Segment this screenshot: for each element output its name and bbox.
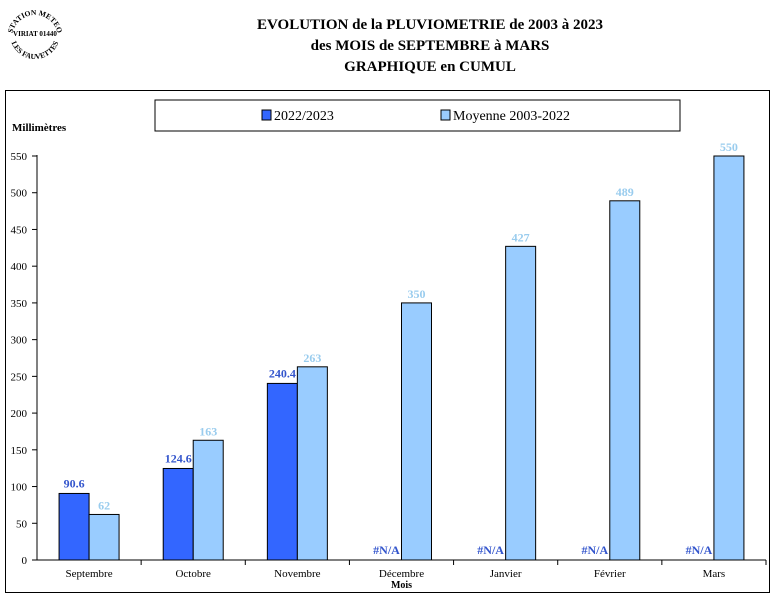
y-tick-label: 200 xyxy=(11,408,28,420)
stamp-middle-text: VIRIAT 01440 xyxy=(13,30,57,38)
x-axis-title: Mois xyxy=(391,580,412,591)
x-tick-label: Octobre xyxy=(175,568,211,580)
data-label-average: 263 xyxy=(303,351,321,365)
data-label-average: 62 xyxy=(98,498,110,512)
legend-swatch-average xyxy=(440,109,451,121)
y-axis-title: Millimètres xyxy=(12,122,67,134)
y-tick-label: 450 xyxy=(11,224,28,236)
bar-current-season xyxy=(162,467,194,561)
data-label-average: 427 xyxy=(512,230,530,244)
chart-frame xyxy=(5,90,770,593)
y-tick-label: 550 xyxy=(11,151,28,163)
chart-title-line-3: GRAPHIQUE en CUMUL xyxy=(344,59,516,75)
data-label-current: 90.6 xyxy=(64,476,85,490)
data-label-current-na: #N/A xyxy=(373,543,400,557)
legend-swatch-current xyxy=(261,109,272,121)
data-label-current-na: #N/A xyxy=(477,543,504,557)
bar-average xyxy=(505,245,537,561)
y-tick-label: 500 xyxy=(11,188,28,200)
y-tick-label: 100 xyxy=(11,482,28,494)
y-tick-label: 350 xyxy=(11,298,28,310)
chart-title-line-2: des MOIS de SEPTEMBRE à MARS xyxy=(310,38,550,54)
bar-average xyxy=(296,366,328,561)
x-tick-label: Novembre xyxy=(274,568,321,580)
bar-average xyxy=(401,302,432,561)
legend-box xyxy=(154,99,681,132)
y-tick-label: 250 xyxy=(11,371,28,383)
x-tick-label: Janvier xyxy=(490,568,522,580)
data-label-average: 550 xyxy=(720,140,738,154)
station-stamp-logo: STATION METEO VIRIAT 01440 LES FAUVETTES xyxy=(6,8,65,61)
x-tick-label: Septembre xyxy=(66,568,113,580)
legend-label-average: Moyenne 2003-2022 xyxy=(453,109,570,124)
legend-label-current: 2022/2023 xyxy=(274,109,334,124)
x-tick-label: Mars xyxy=(703,568,726,580)
data-label-current-na: #N/A xyxy=(686,543,713,557)
data-label-average: 350 xyxy=(408,287,426,301)
y-tick-label: 0 xyxy=(22,555,28,567)
bar-average xyxy=(88,513,120,561)
data-label-current: 240.4 xyxy=(269,366,296,380)
data-label-current-na: #N/A xyxy=(581,543,608,557)
y-tick-label: 50 xyxy=(16,518,28,530)
bar-average xyxy=(192,439,224,561)
bar-current-season xyxy=(58,492,90,561)
data-label-average: 489 xyxy=(616,185,634,199)
x-tick-label: Février xyxy=(594,568,626,580)
y-tick-label: 150 xyxy=(11,445,28,457)
data-label-current: 124.6 xyxy=(165,451,192,465)
bar-average xyxy=(609,200,641,561)
data-label-average: 163 xyxy=(199,424,217,438)
bar-current-season xyxy=(266,382,298,561)
chart-title-line-1: EVOLUTION de la PLUVIOMETRIE de 2003 à 2… xyxy=(257,17,603,33)
y-tick-label: 300 xyxy=(11,335,28,347)
x-tick-label: Décembre xyxy=(379,568,424,580)
y-tick-label: 400 xyxy=(11,261,28,273)
bar-average xyxy=(713,155,745,561)
